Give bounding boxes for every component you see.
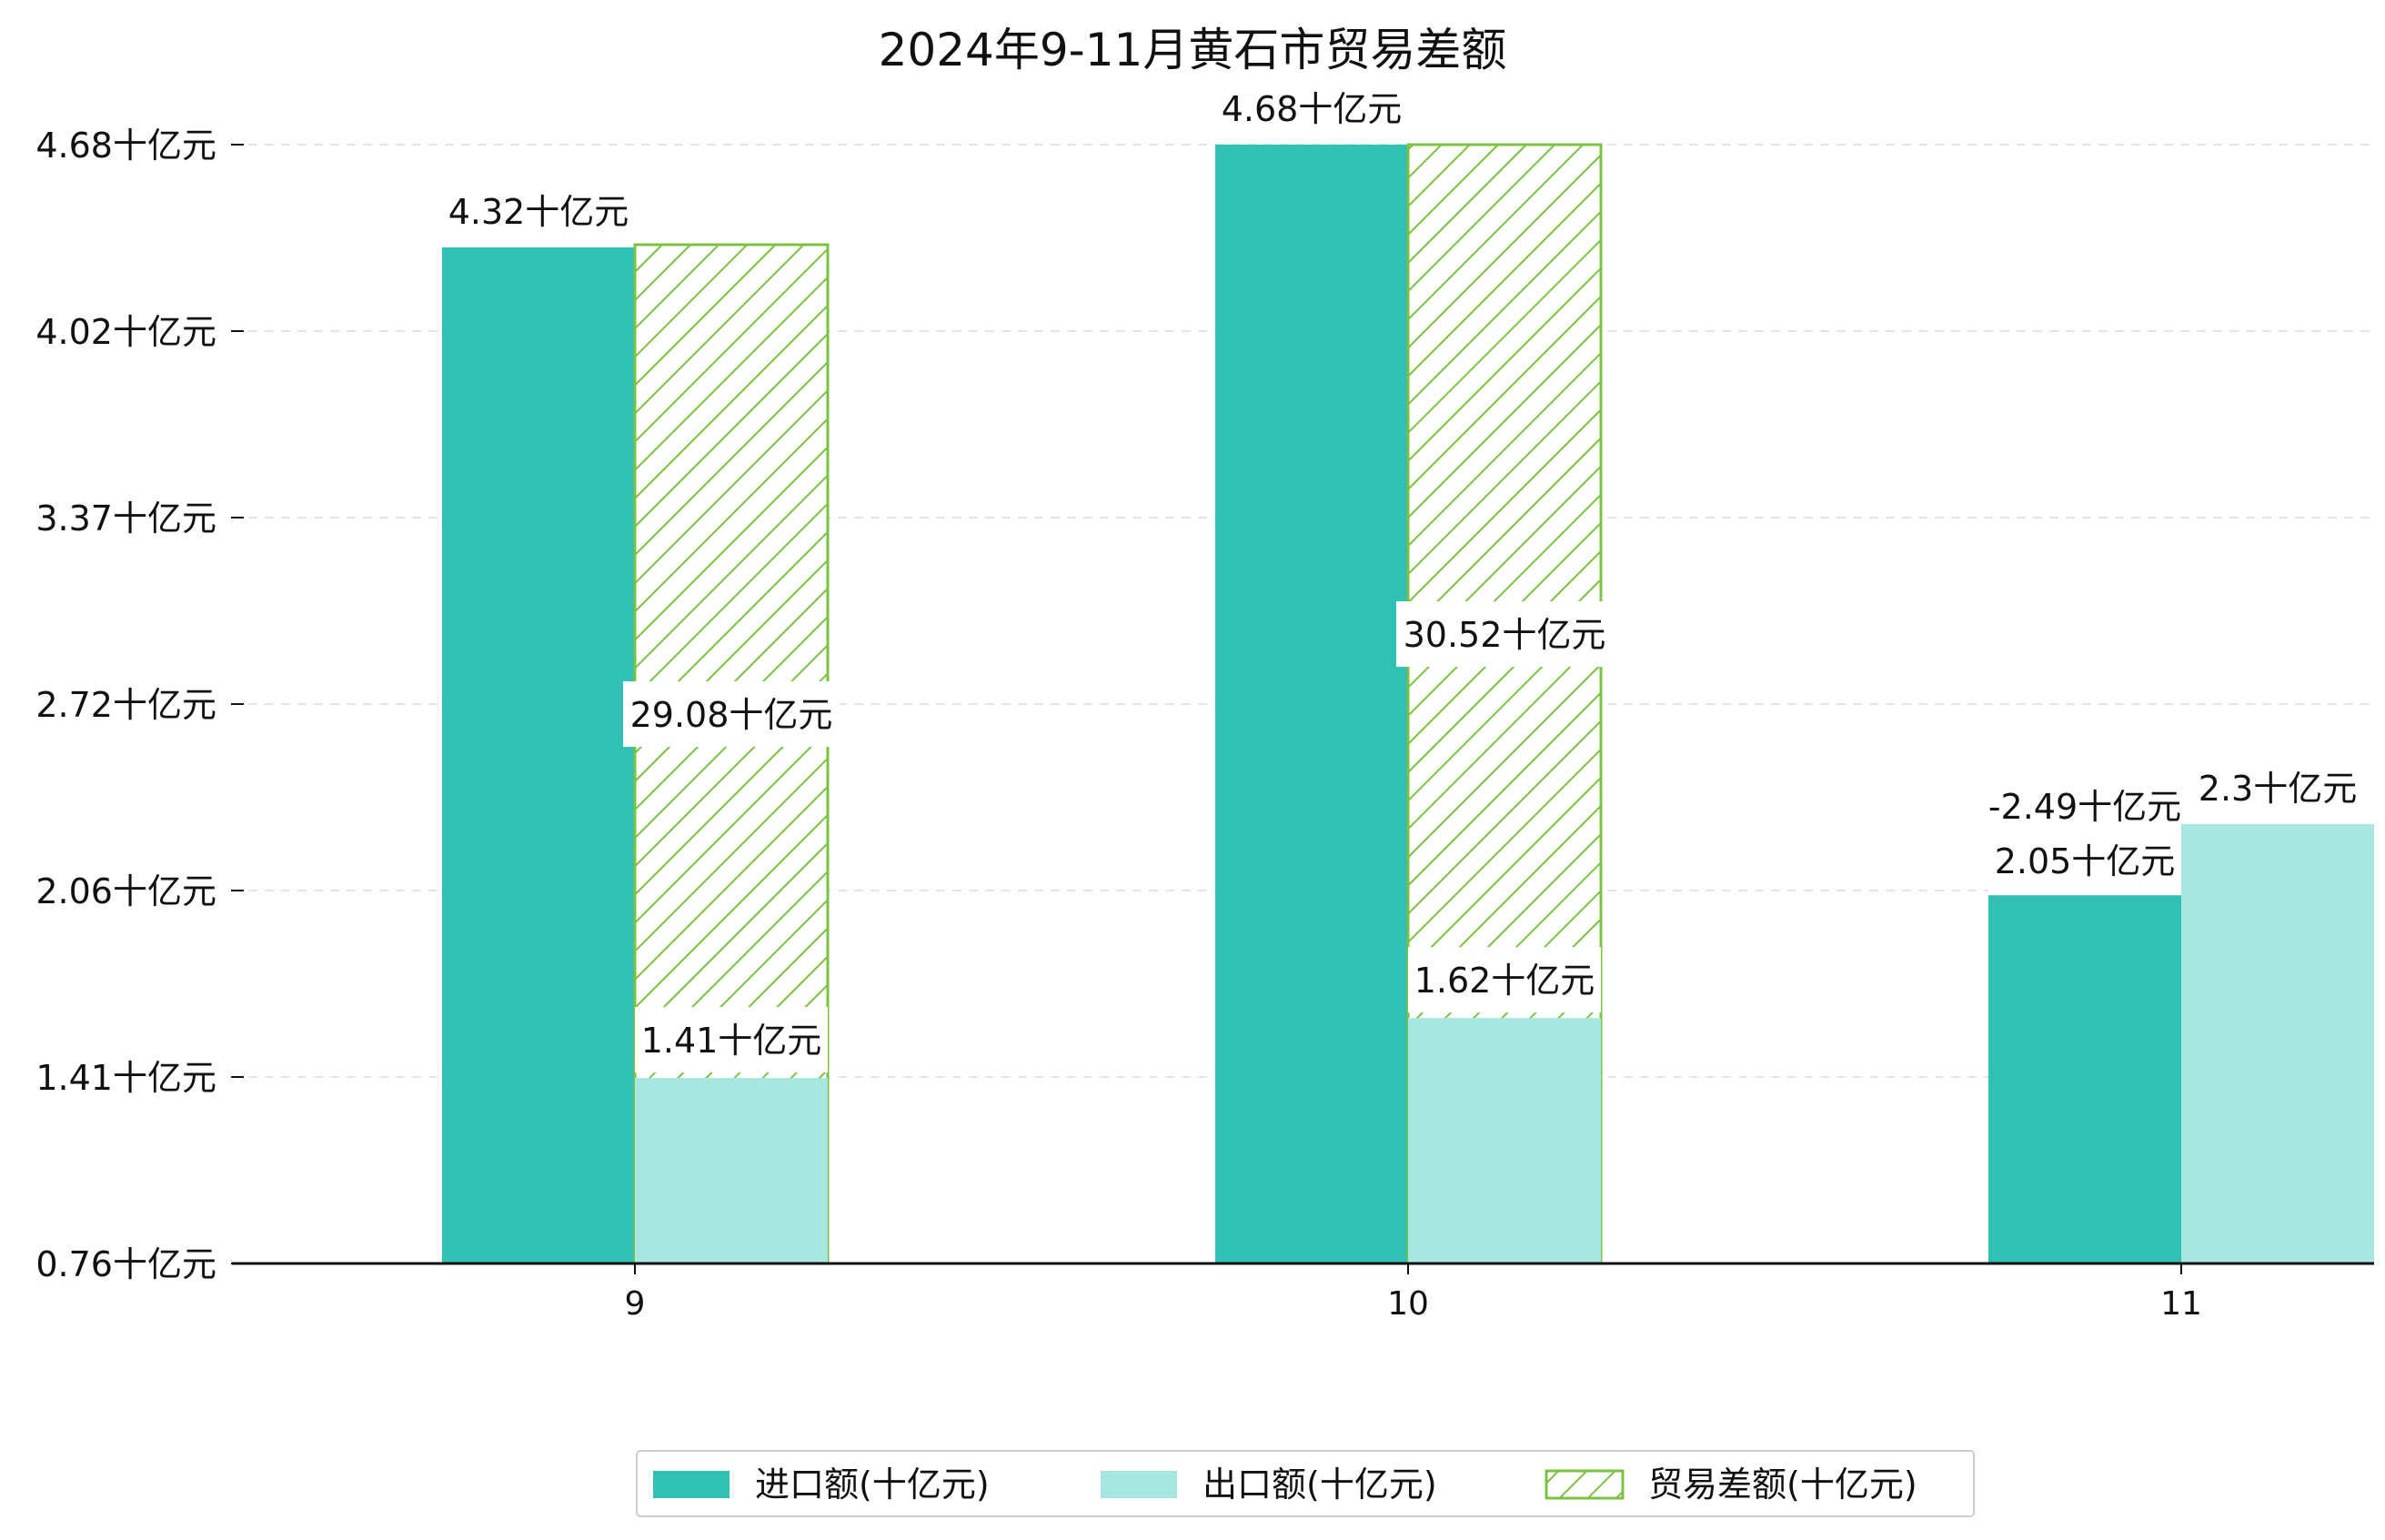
- y-tick-label: 0.76十亿元: [35, 1244, 216, 1284]
- legend-label: 出口额(十亿元): [1203, 1465, 1437, 1505]
- chart-title: 2024年9-11月黄石市贸易差额: [879, 24, 1507, 76]
- legend-swatch: [653, 1471, 730, 1498]
- export-value-label: 1.41十亿元: [635, 1007, 828, 1073]
- import-value-label: 4.32十亿元: [448, 192, 629, 232]
- x-tick-label: 10: [1387, 1285, 1429, 1323]
- legend-swatch: [1101, 1471, 1177, 1498]
- data-label-background: [1396, 601, 1613, 668]
- export-value-label: 1.62十亿元: [1408, 947, 1601, 1013]
- data-label-background: [623, 681, 840, 748]
- data-label-text: 4.68十亿元: [1222, 89, 1403, 129]
- y-tick-label: 4.68十亿元: [35, 126, 216, 166]
- export-bar: [635, 1078, 828, 1263]
- data-label-text: 2.3十亿元: [2199, 769, 2357, 809]
- import-value-label-inner: 2.05十亿元: [1988, 828, 2181, 894]
- data-label-text: 2.05十亿元: [1995, 841, 2176, 881]
- export-bar: [2181, 823, 2374, 1263]
- data-label-text: 1.41十亿元: [641, 1021, 822, 1061]
- y-axis: 0.76十亿元 1.41十亿元 2.06十亿元 2.72十亿元 3.37十亿元 4.02十…: [35, 126, 244, 1284]
- data-label-text: 30.52十亿元: [1404, 615, 1606, 655]
- import-bar: [1988, 895, 2181, 1263]
- y-tick-label: 1.41十亿元: [35, 1058, 216, 1098]
- trade-balance-value-label: -2.49十亿元: [1988, 787, 2181, 827]
- legend-item: 进口额(十亿元): [653, 1465, 990, 1505]
- data-label-text: 29.08十亿元: [630, 695, 833, 735]
- data-label-background: [1988, 828, 2181, 894]
- export-bar: [1408, 1018, 1601, 1263]
- trade-balance-value-label: 29.08十亿元: [623, 681, 840, 748]
- legend-frame: [636, 1450, 1975, 1517]
- x-tick-label: 9: [625, 1285, 646, 1323]
- x-tick-label: 11: [2160, 1285, 2202, 1323]
- y-tick-label: 2.72十亿元: [35, 685, 216, 725]
- trade-balance-value-label: 30.52十亿元: [1396, 601, 1613, 668]
- data-label-text: -2.49十亿元: [1988, 787, 2181, 827]
- data-label-text: 4.32十亿元: [448, 192, 629, 232]
- legend-item: 出口额(十亿元): [1101, 1465, 1437, 1505]
- legend-item: 贸易差额(十亿元): [1545, 1465, 1917, 1505]
- data-labels: 4.32十亿元 29.08十亿元 1.41十亿元 4.68十亿元 30.52十亿元 1.6…: [448, 89, 2357, 1073]
- import-bar: [1215, 145, 1408, 1263]
- legend-label: 贸易差额(十亿元): [1648, 1465, 1917, 1505]
- bars: [442, 143, 2374, 1265]
- legend-swatch: [1545, 1469, 1625, 1500]
- import-bar: [442, 247, 635, 1263]
- y-tick-label: 4.02十亿元: [35, 312, 216, 352]
- y-tick-label: 3.37十亿元: [35, 498, 216, 538]
- x-axis: 9 10 11: [625, 1263, 2202, 1323]
- export-value-label: 2.3十亿元: [2199, 769, 2357, 809]
- legend: 进口额(十亿元) 出口额(十亿元) 贸易差额(十亿元): [636, 1450, 1975, 1517]
- y-tick-label: 2.06十亿元: [35, 871, 216, 911]
- legend-label: 进口额(十亿元): [755, 1465, 990, 1505]
- import-value-label: 4.68十亿元: [1222, 89, 1403, 129]
- data-label-background: [1408, 947, 1601, 1013]
- data-label-background: [635, 1007, 828, 1073]
- data-label-text: 1.62十亿元: [1414, 961, 1595, 1001]
